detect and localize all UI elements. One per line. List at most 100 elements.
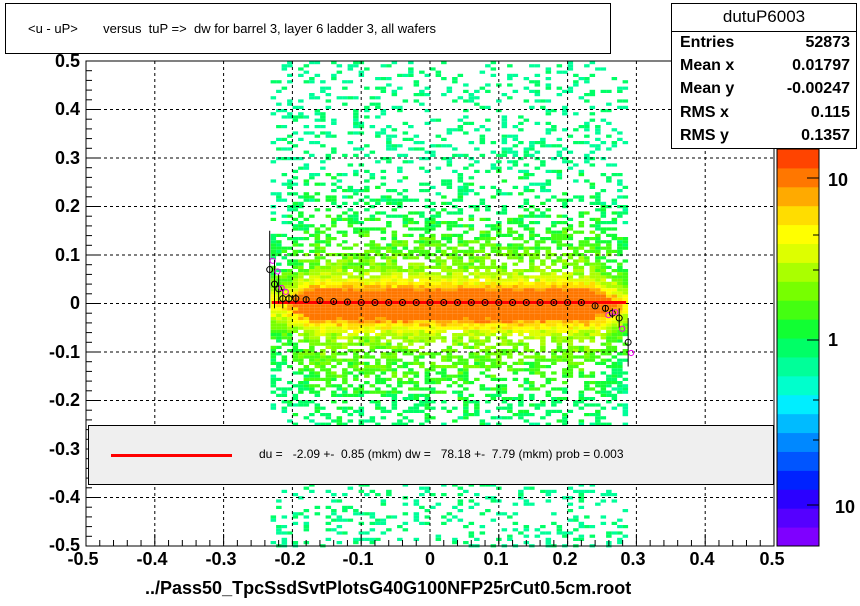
heatmap-cell (369, 150, 376, 154)
heatmap-cell (600, 381, 607, 385)
heatmap-cell (303, 320, 310, 324)
heatmap-cell (518, 288, 524, 292)
heatmap-cell (545, 317, 552, 321)
heatmap-cell (364, 329, 370, 333)
heatmap-cell (408, 409, 414, 413)
heatmap-cell (358, 489, 365, 493)
heatmap-cell (441, 515, 447, 519)
profile-point (371, 299, 379, 307)
heatmap-cell (309, 384, 315, 388)
heatmap-cell (364, 537, 370, 541)
heatmap-cell (567, 224, 574, 228)
heatmap-cell (540, 105, 546, 109)
heatmap-cell (347, 288, 354, 292)
heatmap-cell (375, 275, 381, 279)
heatmap-cell (600, 326, 607, 330)
heatmap-cell (556, 525, 563, 529)
heatmap-cell (369, 371, 376, 375)
heatmap-cell (578, 141, 585, 145)
heatmap-cell (617, 368, 623, 372)
heatmap-cell (347, 259, 354, 263)
heatmap-cell (551, 253, 557, 257)
heatmap-cell (584, 349, 590, 353)
heatmap-cell (281, 198, 288, 202)
profile-point (495, 299, 503, 307)
heatmap-cell (270, 112, 277, 116)
heatmap-cell (397, 313, 403, 317)
heatmap-cell (501, 115, 508, 119)
heatmap-cell (270, 374, 277, 378)
heatmap-cell (540, 384, 546, 388)
heatmap-cell (485, 294, 491, 298)
heatmap-cell (595, 381, 601, 385)
heatmap-cell (611, 317, 618, 321)
heatmap-cell (342, 288, 348, 292)
heatmap-cell (287, 147, 293, 151)
heatmap-cell (435, 240, 442, 244)
heatmap-cell (562, 112, 568, 116)
heatmap-cell (419, 281, 425, 285)
heatmap-cell (562, 368, 568, 372)
heatmap-cell (446, 323, 453, 327)
heatmap-cell (556, 256, 563, 260)
heatmap-cell (353, 96, 359, 100)
heatmap-cell (600, 89, 607, 93)
heatmap-cell (309, 285, 315, 289)
heatmap-cell (578, 496, 585, 500)
heatmap-cell (320, 313, 326, 317)
heatmap-cell (331, 365, 337, 369)
heatmap-cell (397, 275, 403, 279)
heatmap-cell (276, 192, 282, 196)
heatmap-cell (545, 182, 552, 186)
heatmap-cell (600, 416, 607, 420)
heatmap-cell (369, 102, 376, 106)
heatmap-cell (314, 269, 321, 273)
heatmap-cell (424, 243, 431, 247)
stats-label: Entries (680, 34, 735, 51)
heatmap-cell (578, 374, 585, 378)
heatmap-cell (424, 288, 431, 292)
heatmap-cell (523, 307, 530, 311)
heatmap-cell (578, 313, 585, 317)
heatmap-cell (479, 326, 486, 330)
heatmap-cell (468, 262, 475, 266)
heatmap-cell (600, 406, 607, 410)
heatmap-cell (336, 230, 343, 234)
heatmap-cell (490, 307, 497, 311)
heatmap-cell (507, 77, 513, 81)
heatmap-cell (441, 182, 447, 186)
heatmap-cell (468, 320, 475, 324)
heatmap-cell (369, 419, 376, 423)
heatmap-cell (303, 131, 310, 135)
heatmap-cell (540, 329, 546, 333)
heatmap-cell (523, 349, 530, 353)
heatmap-cell (331, 329, 337, 333)
heatmap-cell (595, 294, 601, 298)
heatmap-cell (342, 371, 348, 375)
heatmap-cell (386, 77, 392, 81)
heatmap-cell (507, 291, 513, 295)
heatmap-cell (430, 227, 436, 231)
heatmap-cell (375, 185, 381, 189)
heatmap-cell (342, 326, 348, 330)
heatmap-cell (386, 147, 392, 151)
heatmap-cell (281, 326, 288, 330)
heatmap-cell (578, 336, 585, 340)
profile-point-alt (619, 325, 626, 332)
heatmap-cell (490, 317, 497, 321)
heatmap-cell (463, 185, 469, 189)
heatmap-cell (441, 253, 447, 257)
heatmap-cell (347, 96, 354, 100)
heatmap-cell (292, 307, 299, 311)
heatmap-cell (617, 541, 623, 545)
heatmap-cell (369, 313, 376, 317)
heatmap-cell (479, 217, 486, 221)
heatmap-cell (589, 237, 596, 241)
heatmap-cell (292, 384, 299, 388)
heatmap-cell (578, 240, 585, 244)
heatmap-cell (584, 237, 590, 241)
heatmap-cell (556, 281, 563, 285)
heatmap-cell (452, 342, 458, 346)
heatmap-cell (606, 134, 612, 138)
heatmap-cell (567, 86, 574, 90)
